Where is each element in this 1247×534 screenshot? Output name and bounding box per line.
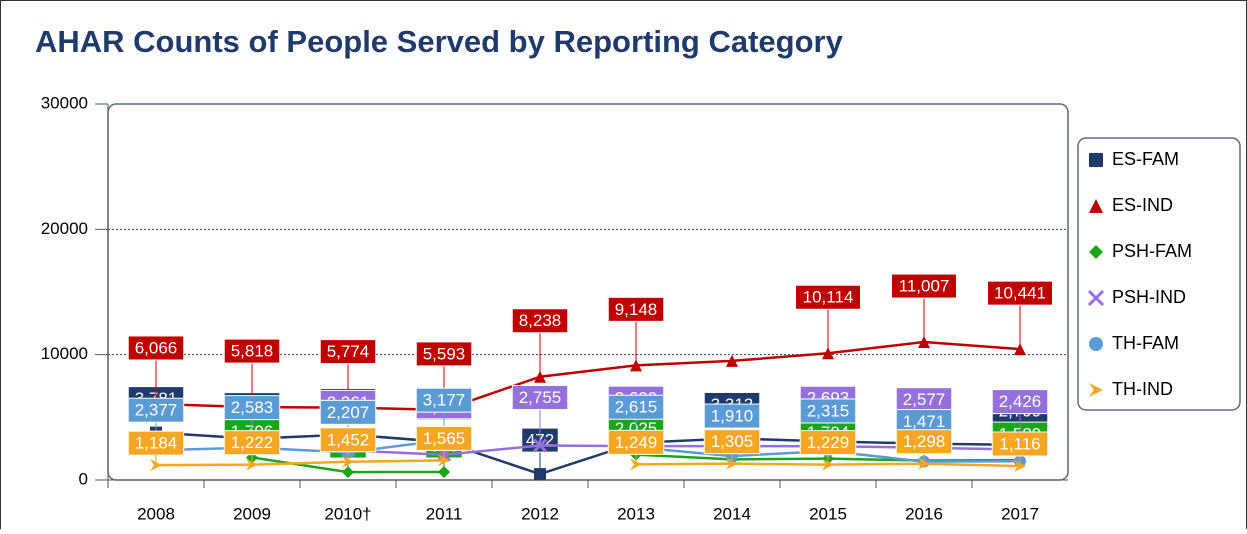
data-label-box (127, 430, 185, 456)
data-label-box (799, 398, 857, 424)
data-label-box (319, 339, 377, 365)
data-label: 2,377 (135, 401, 178, 420)
x-tick-label: 2011 (426, 504, 463, 523)
data-label: 1,471 (903, 412, 946, 431)
data-label-box (703, 403, 761, 429)
data-label: 2,615 (615, 398, 658, 417)
data-label-box (799, 430, 857, 456)
legend-label: TH-FAM (1112, 333, 1179, 353)
legend (1077, 137, 1241, 411)
x-tick-label: 2012 (521, 504, 559, 523)
data-label: 10,441 (994, 284, 1046, 303)
data-label-box (795, 284, 861, 310)
chart-title: AHAR Counts of People Served by Reportin… (35, 24, 844, 59)
marker (726, 354, 738, 367)
data-label: 2,577 (903, 390, 946, 409)
x-tick-label: 2009 (233, 504, 271, 523)
data-label-box (987, 280, 1053, 306)
data-label: 1,910 (711, 407, 754, 426)
y-tick-label: 30000 (41, 93, 88, 112)
data-label: 5,774 (327, 342, 370, 361)
x-tick-label: 2016 (905, 504, 943, 523)
data-label: 1,184 (135, 434, 178, 453)
data-label-box (895, 429, 953, 455)
data-label-box (703, 429, 761, 455)
data-label: 1,452 (327, 430, 370, 449)
data-label: 2,315 (807, 401, 850, 420)
data-label: 2,426 (999, 392, 1042, 411)
x-tick-label: 2015 (809, 504, 847, 523)
y-tick-label: 10000 (41, 344, 88, 363)
series-line (155, 431, 1021, 476)
data-label: 6,066 (135, 338, 178, 357)
series-line (155, 340, 1021, 412)
data-label-box (607, 394, 665, 420)
data-label-box (415, 387, 473, 413)
data-label-box (991, 431, 1049, 457)
data-label-box (319, 399, 377, 425)
legend-label: ES-FAM (1112, 149, 1179, 169)
data-label-box (223, 395, 281, 421)
data-label: 2,207 (327, 403, 370, 422)
data-label-box (511, 308, 569, 334)
data-label-box (607, 429, 665, 455)
y-tick-label: 0 (79, 469, 88, 488)
data-label: 2,583 (231, 398, 274, 417)
data-label: 5,818 (231, 342, 274, 361)
data-label-box (607, 296, 665, 322)
data-label-box (127, 335, 185, 361)
data-label: 1,249 (615, 433, 658, 452)
data-label: 1,116 (999, 434, 1040, 453)
data-label: 1,305 (711, 432, 754, 451)
data-label: 1,298 (903, 432, 946, 451)
data-label: 1,222 (231, 433, 274, 452)
data-label-box (223, 338, 281, 364)
data-label: 5,593 (423, 344, 466, 363)
data-label: 3,177 (423, 391, 466, 410)
legend-label: ES-IND (1112, 195, 1173, 215)
marker (1089, 245, 1103, 259)
marker (1089, 153, 1103, 167)
data-label-box (891, 273, 957, 299)
x-tick-label: 2014 (713, 504, 751, 523)
y-tick-label: 20000 (41, 219, 88, 238)
data-label-box (127, 397, 185, 423)
legend-label: PSH-IND (1112, 287, 1186, 307)
data-label-box (415, 425, 473, 451)
data-label: 2,755 (519, 388, 562, 407)
data-label: 9,148 (615, 300, 658, 319)
marker (1089, 383, 1103, 397)
marker (1087, 289, 1105, 307)
x-tick-label: 2017 (1001, 504, 1039, 523)
data-label-box (223, 430, 281, 456)
marker (1089, 199, 1103, 213)
data-label-box (511, 384, 569, 410)
data-label: 1,565 (423, 429, 466, 448)
data-label-box (319, 427, 377, 453)
legend-label: PSH-FAM (1112, 241, 1192, 261)
data-label-box (895, 387, 953, 413)
data-label: 11,007 (899, 277, 950, 296)
legend-label: TH-IND (1112, 379, 1173, 399)
x-tick-label: 2008 (137, 504, 175, 523)
data-label-box (991, 389, 1049, 415)
data-label-box (415, 341, 473, 367)
marker (1089, 337, 1103, 351)
marker (532, 438, 548, 453)
x-tick-label: 2013 (617, 504, 655, 523)
data-label: 1,229 (807, 433, 850, 452)
data-label: 10,114 (803, 288, 854, 307)
x-tick-label: 2010† (324, 504, 371, 523)
data-label: 8,238 (519, 311, 562, 330)
